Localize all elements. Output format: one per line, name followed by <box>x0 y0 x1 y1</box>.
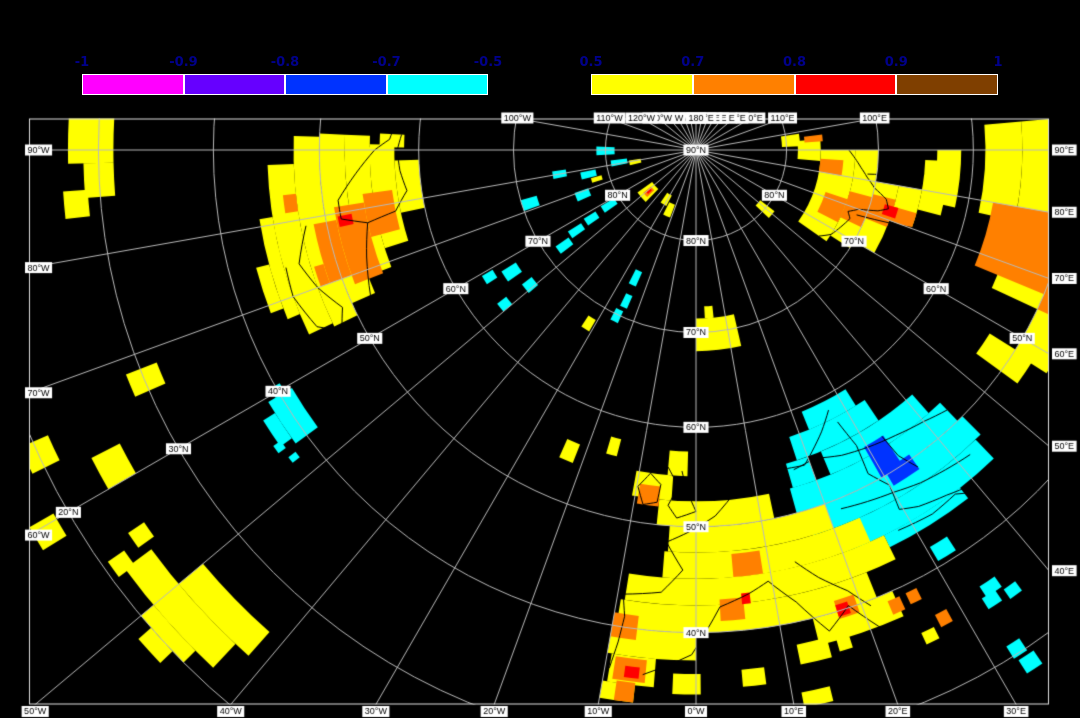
colorbar-negative: -1 -0.9 -0.8 -0.7 -0.5 <box>75 55 502 96</box>
colorbar-segment <box>692 74 795 95</box>
colorbar-tick-label: 0.5 <box>579 55 603 70</box>
colorbar-tick-label: -0.9 <box>169 55 198 70</box>
colorbar-segment <box>794 74 897 95</box>
colorbar-tick-label: -0.8 <box>270 55 300 70</box>
colorbar-segment <box>285 74 387 95</box>
colorbar-tick-label: 0.9 <box>884 55 908 70</box>
colorbar-tick-label: 0.8 <box>782 55 807 70</box>
colorbar-positive: 0.5 0.7 0.8 0.9 1 <box>579 55 1003 96</box>
colorbar-tick-label: -0.7 <box>372 55 401 70</box>
colorbar-negative-ticks: -1 -0.9 -0.8 -0.7 -0.5 <box>75 55 502 73</box>
colorbar-segment <box>183 74 285 95</box>
colorbar-tick-label: 1 <box>993 55 1003 70</box>
colorbar-tick-label: -0.5 <box>473 55 503 70</box>
colorbar-positive-swatches <box>591 74 998 95</box>
colorbar-positive-ticks: 0.5 0.7 0.8 0.9 1 <box>579 55 1002 73</box>
colorbar-segment <box>591 74 693 95</box>
colorbar-segment <box>82 74 184 95</box>
colorbar-segment <box>896 74 998 95</box>
colorbar-tick-label: 0.7 <box>681 55 705 70</box>
colorbar-segment <box>386 74 488 95</box>
colorbar-tick-label: -1 <box>74 55 90 70</box>
colorbar-negative-swatches <box>82 74 488 95</box>
